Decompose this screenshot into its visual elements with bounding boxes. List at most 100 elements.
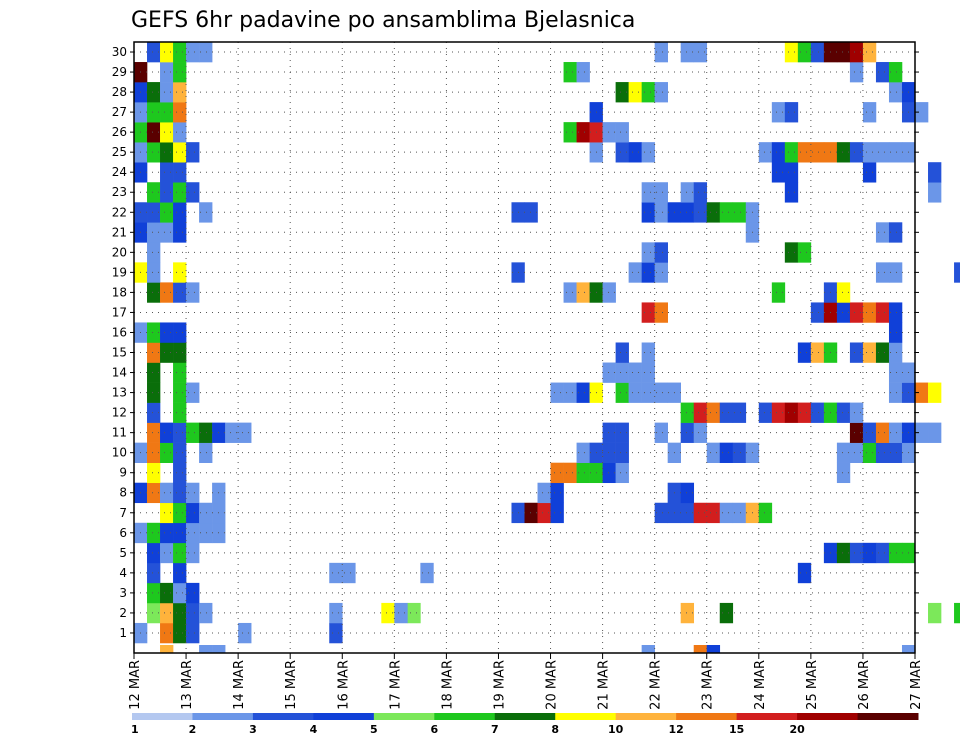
heatmap-cell: [173, 82, 187, 103]
y-tick-label: 9: [119, 466, 127, 480]
heatmap-cell: [173, 42, 187, 63]
heatmap-cell: [771, 102, 786, 123]
y-tick-label: 8: [119, 486, 127, 500]
heatmap-cell: [641, 342, 655, 363]
heatmap-cell: [602, 362, 616, 383]
heatmap-cell: [147, 142, 161, 163]
heatmap-cell: [641, 302, 655, 323]
y-tick-label: 6: [119, 526, 127, 540]
heatmap-cell: [706, 202, 721, 223]
heatmap-cell: [719, 602, 734, 624]
heatmap-cell: [147, 542, 161, 564]
heatmap-cell: [654, 382, 668, 403]
heatmap-cell: [602, 122, 616, 143]
heatmap-cell: [719, 442, 734, 463]
heatmap-cell: [147, 462, 161, 484]
heatmap-cell: [160, 322, 174, 343]
heatmap-cell: [680, 602, 695, 624]
heatmap-cell: [615, 82, 629, 103]
heatmap-cell: [329, 562, 343, 584]
heatmap-cell: [810, 402, 825, 423]
heatmap-cell: [641, 142, 655, 163]
heatmap-cell: [641, 382, 655, 403]
heatmap-cell: [836, 142, 851, 163]
heatmap-cell: [173, 322, 187, 343]
heatmap-cell: [875, 542, 890, 564]
heatmap-cell: [849, 42, 864, 63]
heatmap-cell: [173, 122, 187, 143]
heatmap-cell: [954, 602, 960, 624]
legend-swatch: [132, 713, 193, 720]
heatmap-cell: [173, 602, 187, 624]
heatmap-cell: [862, 162, 877, 183]
heatmap-cell: [173, 522, 187, 544]
heatmap-cell: [173, 162, 187, 183]
heatmap-cell: [732, 202, 747, 223]
heatmap-cell: [849, 442, 864, 463]
heatmap-cell: [849, 62, 864, 83]
heatmap-cell: [420, 562, 434, 584]
heatmap-cell: [563, 62, 577, 83]
heatmap-cell: [329, 602, 343, 624]
heatmap-cell: [888, 302, 903, 323]
heatmap-cell: [199, 502, 213, 524]
heatmap-cell: [641, 645, 655, 654]
x-tick-label: 18 MAR: [440, 660, 455, 710]
heatmap-cell: [147, 222, 161, 243]
heatmap-cell: [888, 262, 903, 283]
heatmap-cell: [147, 342, 161, 363]
heatmap-cell: [602, 442, 616, 463]
heatmap-cell: [160, 602, 174, 624]
heatmap-cell: [771, 162, 786, 183]
heatmap-cell: [875, 342, 890, 363]
legend-label: 6: [430, 723, 438, 736]
heatmap-cell: [147, 262, 161, 283]
heatmap-cell: [693, 202, 708, 223]
heatmap-cell: [602, 282, 616, 303]
x-tick-label: 21 MAR: [597, 660, 612, 710]
heatmap-cell: [147, 522, 161, 544]
heatmap-cell: [797, 342, 812, 363]
heatmap-cell: [173, 62, 187, 83]
heatmap-cell: [888, 322, 903, 343]
heatmap-cell: [615, 442, 629, 463]
heatmap-cell: [550, 482, 564, 504]
legend-label: 3: [249, 723, 257, 736]
heatmap-cell: [836, 462, 851, 484]
heatmap-cell: [875, 222, 890, 243]
heatmap-cell: [810, 42, 825, 63]
heatmap-cell: [888, 142, 903, 163]
heatmap-cell: [836, 542, 851, 564]
heatmap-cell: [771, 282, 786, 303]
heatmap-cell: [888, 82, 903, 103]
heatmap-cell: [849, 402, 864, 423]
heatmap-cell: [199, 602, 213, 624]
heatmap-cell: [160, 42, 174, 63]
y-tick-label: 10: [112, 446, 127, 460]
heatmap-cell: [550, 382, 564, 403]
heatmap-cell: [225, 422, 239, 443]
x-tick-label: 12 MAR: [128, 660, 143, 710]
heatmap-cell: [342, 562, 356, 584]
heatmap-cell: [628, 362, 642, 383]
y-tick-label: 18: [112, 285, 127, 299]
heatmap-cell: [706, 645, 721, 654]
y-tick-label: 25: [112, 145, 127, 159]
heatmap-cell: [381, 602, 395, 624]
legend-swatch: [192, 713, 254, 720]
x-tick-label: 22 MAR: [649, 660, 664, 710]
y-tick-label: 30: [112, 45, 127, 59]
heatmap-cell: [147, 122, 161, 143]
heatmap-cell: [147, 282, 161, 303]
heatmap-cell: [849, 302, 864, 323]
y-tick-label: 3: [119, 586, 127, 600]
y-tick-label: 24: [112, 165, 127, 179]
chart-title: GEFS 6hr padavine po ansamblima Bjelasni…: [131, 8, 635, 33]
x-tick-label: 26 MAR: [857, 660, 872, 710]
heatmap-cell: [186, 542, 200, 564]
heatmap-cell: [654, 422, 668, 443]
heatmap-cell: [888, 62, 903, 83]
heatmap-cell: [758, 402, 773, 423]
heatmap-cell: [862, 542, 877, 564]
legend-label: 2: [189, 723, 197, 736]
